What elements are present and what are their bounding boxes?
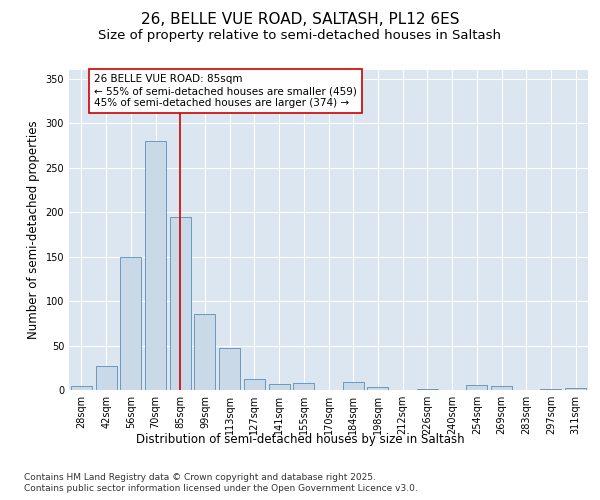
Bar — [219, 348, 240, 390]
Bar — [244, 380, 265, 390]
Text: Contains HM Land Registry data © Crown copyright and database right 2025.: Contains HM Land Registry data © Crown c… — [24, 472, 376, 482]
Text: Contains public sector information licensed under the Open Government Licence v3: Contains public sector information licen… — [24, 484, 418, 493]
Bar — [367, 388, 388, 390]
Bar — [71, 386, 92, 390]
Bar — [269, 384, 290, 390]
Bar — [541, 389, 562, 390]
Bar — [120, 256, 141, 390]
Bar — [565, 388, 586, 390]
Bar — [417, 389, 438, 390]
Bar — [466, 384, 487, 390]
Bar — [95, 366, 116, 390]
Bar — [491, 386, 512, 390]
Text: Size of property relative to semi-detached houses in Saltash: Size of property relative to semi-detach… — [98, 29, 502, 42]
Bar — [170, 216, 191, 390]
Bar — [343, 382, 364, 390]
Text: 26 BELLE VUE ROAD: 85sqm
← 55% of semi-detached houses are smaller (459)
45% of : 26 BELLE VUE ROAD: 85sqm ← 55% of semi-d… — [94, 74, 356, 108]
Text: 26, BELLE VUE ROAD, SALTASH, PL12 6ES: 26, BELLE VUE ROAD, SALTASH, PL12 6ES — [141, 12, 459, 28]
Bar — [194, 314, 215, 390]
Text: Distribution of semi-detached houses by size in Saltash: Distribution of semi-detached houses by … — [136, 432, 464, 446]
Bar — [293, 383, 314, 390]
Bar — [145, 141, 166, 390]
Y-axis label: Number of semi-detached properties: Number of semi-detached properties — [27, 120, 40, 340]
